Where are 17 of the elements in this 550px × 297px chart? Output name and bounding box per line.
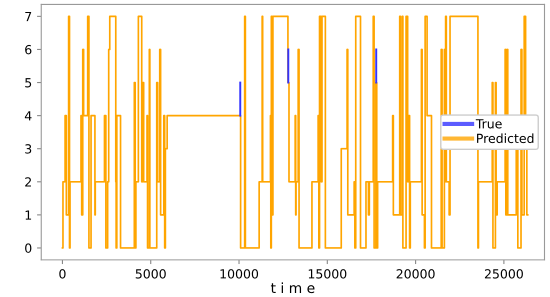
y-tick-label: 7 [25,12,32,22]
y-tick-label: 4 [24,111,32,120]
x-tick-label: 10000 [220,269,258,279]
x-tick-label: 15000 [308,269,346,279]
y-tick-label: 6 [25,44,32,54]
legend-label: Predicted [477,133,534,144]
y-tick-label: 5 [25,78,32,88]
y-tick-label: 2 [25,177,31,187]
y-tick-label: 3 [25,144,32,154]
x-axis-title: t i m e [270,282,314,294]
y-tick-label: 1 [26,210,32,220]
x-tick-label: 0 [59,269,66,279]
y-tick-label: 0 [25,243,32,253]
x-tick-label: 20000 [396,269,435,279]
x-tick-label: 25000 [484,269,523,279]
legend-label: True [476,119,502,128]
x-tick-label: 5000 [136,269,166,279]
